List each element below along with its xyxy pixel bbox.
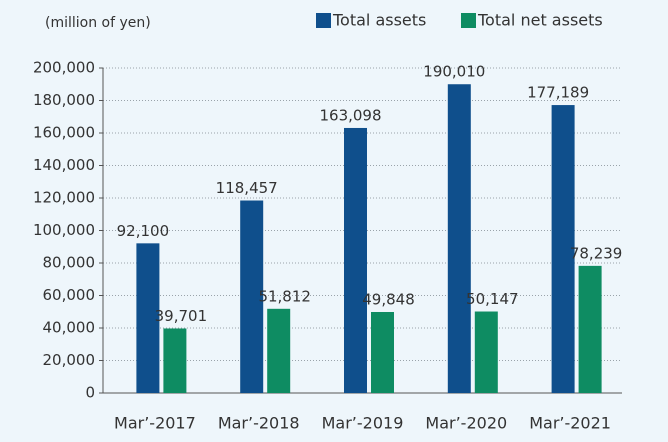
data-label: 51,812 bbox=[258, 287, 311, 305]
y-tick-label: 180,000 bbox=[33, 91, 95, 109]
bar bbox=[474, 311, 498, 393]
y-tick-label: 160,000 bbox=[33, 124, 95, 142]
x-tick-label: Mar’-2018 bbox=[218, 414, 300, 433]
bar bbox=[578, 265, 602, 393]
data-label: 118,457 bbox=[216, 179, 278, 197]
bar bbox=[136, 243, 160, 393]
data-label: 163,098 bbox=[319, 106, 381, 124]
y-tick-label: 140,000 bbox=[33, 156, 95, 174]
y-tick-label: 80,000 bbox=[43, 254, 96, 272]
data-label: 49,848 bbox=[362, 290, 415, 308]
y-axis-label: (million of yen) bbox=[45, 15, 151, 31]
data-label: 39,701 bbox=[155, 307, 208, 325]
data-label: 190,010 bbox=[423, 63, 485, 81]
data-label: 92,100 bbox=[117, 222, 170, 240]
y-tick-label: 100,000 bbox=[33, 221, 95, 239]
legend-label: Total assets bbox=[332, 11, 426, 30]
data-label: 177,189 bbox=[527, 84, 589, 102]
bar bbox=[240, 200, 264, 393]
bar bbox=[371, 311, 394, 393]
x-tick-label: Mar’-2019 bbox=[322, 414, 404, 433]
y-tick-label: 40,000 bbox=[43, 319, 96, 337]
y-tick-label: 200,000 bbox=[33, 59, 95, 77]
data-label: 78,239 bbox=[570, 244, 623, 262]
data-label: 50,147 bbox=[466, 290, 519, 308]
legend-label: Total net assets bbox=[477, 11, 603, 30]
y-tick-label: 120,000 bbox=[33, 189, 95, 207]
x-tick-label: Mar’-2020 bbox=[425, 414, 507, 433]
legend-swatch bbox=[461, 13, 476, 28]
y-tick-label: 60,000 bbox=[43, 286, 96, 304]
x-tick-label: Mar’-2017 bbox=[114, 414, 196, 433]
bar bbox=[447, 84, 471, 393]
x-tick-label: Mar’-2021 bbox=[529, 414, 611, 433]
y-tick-label: 20,000 bbox=[43, 351, 96, 369]
legend-swatch bbox=[316, 13, 331, 28]
bar bbox=[163, 328, 187, 393]
bar bbox=[551, 105, 575, 394]
y-tick-label: 0 bbox=[85, 384, 95, 402]
bar bbox=[344, 127, 367, 393]
bar bbox=[267, 308, 291, 393]
